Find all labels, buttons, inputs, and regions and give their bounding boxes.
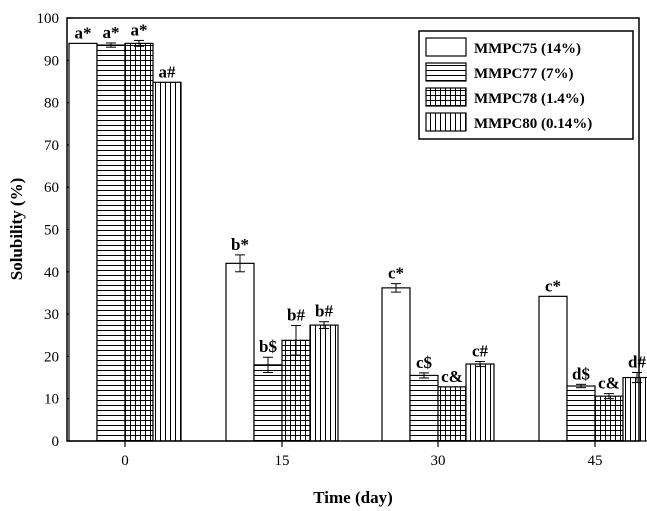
legend-label: MMPC77 (7%) <box>474 66 574 82</box>
legend-label: MMPC80 (0.14%) <box>474 116 592 132</box>
significance-label: a* <box>103 23 120 42</box>
x-tick-label: 0 <box>121 453 129 469</box>
bar <box>622 376 647 442</box>
y-tick-label: 100 <box>37 11 60 27</box>
y-tick-label: 80 <box>44 96 59 112</box>
legend: MMPC75 (14%) MMPC77 (7%) MMPC78 (1.4%) MMPC… <box>418 30 634 140</box>
bar <box>96 44 126 442</box>
y-tick-label: 70 <box>44 138 59 154</box>
significance-label: d$ <box>572 364 590 383</box>
legend-swatch <box>425 37 467 57</box>
bar <box>152 81 182 442</box>
bar <box>566 385 596 442</box>
bar <box>225 262 255 442</box>
y-tick-label: 40 <box>44 265 59 281</box>
significance-label: c* <box>545 276 561 295</box>
bar <box>437 386 467 442</box>
y-tick-label: 0 <box>52 434 60 450</box>
y-tick-label: 20 <box>44 349 59 365</box>
bar <box>309 324 339 442</box>
significance-label: a# <box>159 62 177 81</box>
y-axis-title: Solubility (%) <box>7 178 26 281</box>
significance-labels: a* a* a* a# b* b$ b# b# c* c$ c&c# c* d$ c&d# <box>75 20 647 392</box>
plot-frame <box>66 17 640 442</box>
significance-label: b$ <box>259 337 277 356</box>
significance-label: c$ <box>416 353 433 372</box>
y-tick-label: 60 <box>44 180 59 196</box>
y-tick-label: 50 <box>44 223 59 239</box>
significance-label: a* <box>131 20 148 39</box>
significance-label: c# <box>472 341 489 360</box>
x-tick-label: 45 <box>588 453 603 469</box>
y-tick-label: 10 <box>44 392 59 408</box>
legend-label: MMPC75 (14%) <box>474 41 581 57</box>
bar <box>594 395 624 442</box>
legend-swatch <box>425 62 467 82</box>
significance-label: d# <box>628 352 646 371</box>
bar <box>68 42 98 442</box>
x-tick-label: 30 <box>431 453 446 469</box>
legend-swatch <box>425 87 467 107</box>
bars <box>68 39 647 442</box>
x-ticks: 0 15 30 45 <box>121 441 603 469</box>
significance-label: c& <box>441 367 463 386</box>
y-tick-label: 30 <box>44 307 59 323</box>
significance-label: c* <box>388 264 404 283</box>
bar <box>124 42 154 442</box>
significance-label: b# <box>315 302 333 321</box>
significance-label: b# <box>287 306 305 325</box>
significance-label: a* <box>75 23 92 42</box>
y-tick-label: 90 <box>44 53 59 69</box>
x-axis-title: Time (day) <box>313 488 393 507</box>
legend-swatch <box>425 112 467 132</box>
bar <box>409 374 439 442</box>
x-tick-label: 15 <box>275 453 290 469</box>
significance-label: c& <box>598 374 620 393</box>
bar <box>381 287 411 442</box>
legend-label: MMPC78 (1.4%) <box>474 91 585 107</box>
bar <box>465 363 495 442</box>
bar <box>538 295 568 442</box>
significance-label: b* <box>231 235 249 254</box>
bar <box>253 364 283 442</box>
